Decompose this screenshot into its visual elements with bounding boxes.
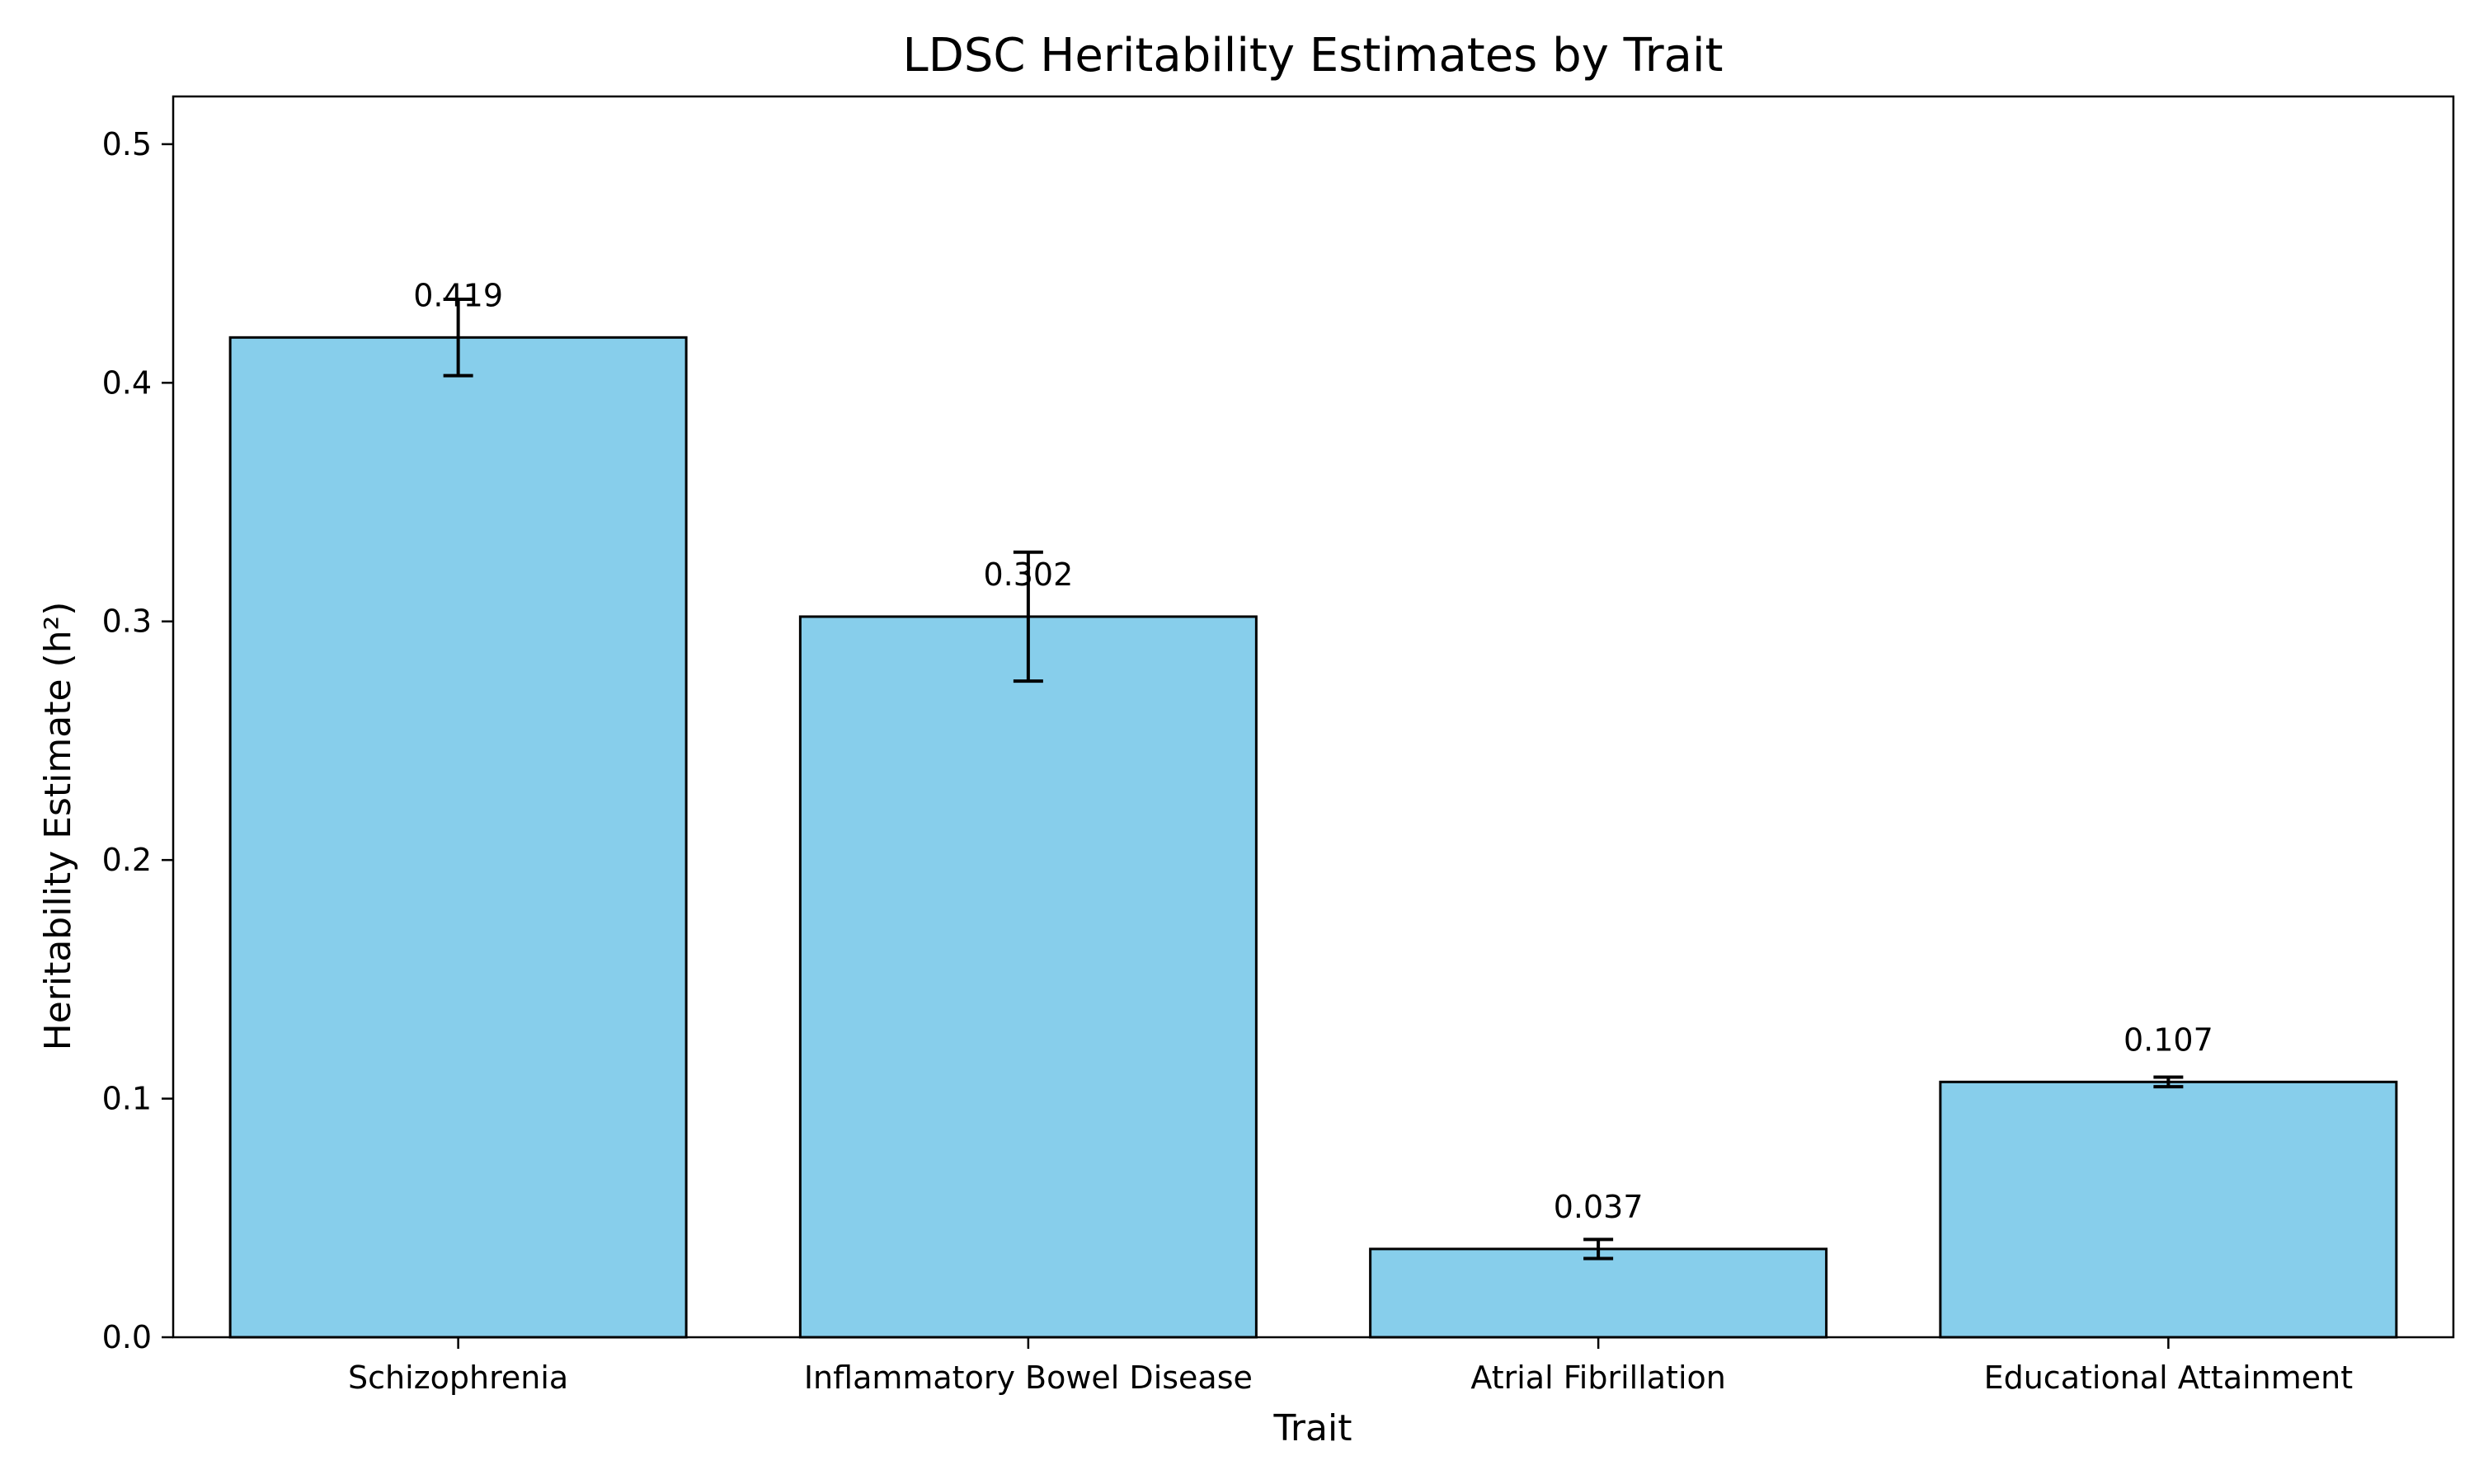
bar xyxy=(1369,1247,1828,1339)
y-tick-label: 0.3 xyxy=(102,603,152,640)
error-bar xyxy=(443,298,473,378)
y-tick-label: 0.0 xyxy=(102,1319,152,1355)
value-label: 0.302 xyxy=(983,556,1073,593)
error-bars-group xyxy=(443,298,2184,1261)
x-tick-label: Inflammatory Bowel Disease xyxy=(804,1360,1253,1396)
bar xyxy=(1939,1080,2398,1339)
error-bar xyxy=(2153,1075,2184,1089)
error-bar xyxy=(1013,550,1043,683)
y-tick-label: 0.5 xyxy=(102,126,152,162)
value-label: 0.419 xyxy=(413,277,503,313)
y-tick-label: 0.2 xyxy=(102,842,152,878)
y-tick-label: 0.1 xyxy=(102,1081,152,1117)
plot-frame xyxy=(172,95,2455,1339)
y-axis-ticks: 0.0 0.1 0.2 0.3 0.4 0.5 xyxy=(102,126,173,1355)
y-axis-label: Heritability Estimate (h²) xyxy=(37,602,79,1051)
bar xyxy=(228,336,688,1339)
bar xyxy=(798,615,1258,1339)
value-labels-group: 0.419 0.302 0.037 0.107 xyxy=(413,277,2213,1225)
x-tick-label: Schizophrenia xyxy=(348,1360,568,1396)
bars-group xyxy=(228,336,2398,1339)
value-label: 0.037 xyxy=(1554,1189,1644,1225)
y-tick-label: 0.4 xyxy=(102,364,152,401)
x-axis-label: Trait xyxy=(1273,1407,1352,1449)
x-tick-label: Educational Attainment xyxy=(1984,1360,2354,1396)
chart-title: LDSC Heritability Estimates by Trait xyxy=(903,29,1724,82)
error-bar xyxy=(1583,1237,1614,1261)
x-tick-label: Atrial Fibrillation xyxy=(1470,1360,1725,1396)
value-label: 0.107 xyxy=(2124,1021,2213,1058)
x-axis-ticks: Schizophrenia Inflammatory Bowel Disease A… xyxy=(348,1337,2353,1396)
